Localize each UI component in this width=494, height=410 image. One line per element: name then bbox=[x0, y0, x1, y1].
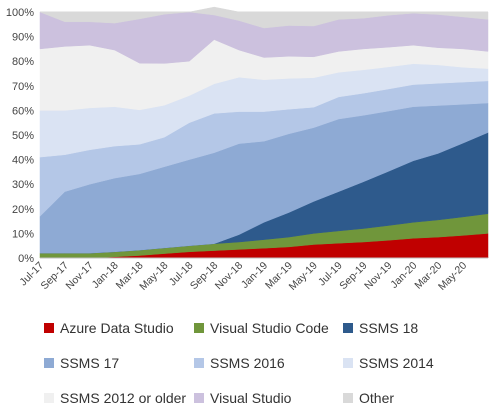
legend-label: SSMS 2012 or older bbox=[60, 390, 187, 406]
x-tick-label: May-18 bbox=[137, 260, 170, 293]
legend-item: SSMS 2012 or older bbox=[44, 390, 186, 406]
legend-label: Other bbox=[359, 390, 395, 406]
y-tick-label: 20% bbox=[12, 204, 34, 216]
legend-label: SSMS 2016 bbox=[210, 355, 285, 371]
legend-swatch bbox=[194, 393, 204, 403]
legend-label: SSMS 18 bbox=[359, 320, 419, 336]
x-tick-label: May-20 bbox=[436, 260, 469, 293]
legend-item: SSMS 17 bbox=[44, 355, 119, 371]
y-tick-label: 10% bbox=[12, 228, 34, 240]
legend-swatch bbox=[44, 393, 54, 403]
legend-label: SSMS 2014 bbox=[359, 355, 434, 371]
area-other bbox=[39, 6, 489, 29]
y-axis-tick-labels: 0% 10% 20% 30% 40% 50% 60% 70% 80% 90% 100% bbox=[6, 7, 34, 265]
legend-label: SSMS 17 bbox=[60, 355, 120, 371]
legend-swatch bbox=[44, 358, 54, 368]
legend-swatch bbox=[343, 323, 353, 333]
y-tick-label: 70% bbox=[12, 81, 34, 93]
x-tick-label: Nov-17 bbox=[63, 260, 96, 293]
legend-swatch bbox=[343, 393, 353, 403]
y-tick-label: 100% bbox=[6, 7, 34, 19]
legend-item: Other bbox=[343, 390, 394, 406]
legend-label: Visual Studio bbox=[210, 390, 292, 406]
x-axis-tick-labels: Jul-17Sep-17Nov-17Jan-18Mar-18May-18Jul-… bbox=[17, 260, 469, 293]
area-series bbox=[39, 6, 489, 259]
x-tick-label: Nov-19 bbox=[362, 260, 395, 293]
legend-item: SSMS 2014 bbox=[343, 355, 434, 371]
y-tick-label: 0% bbox=[18, 253, 34, 265]
legend-item: Visual Studio Code bbox=[194, 320, 329, 336]
legend-item: SSMS 2016 bbox=[194, 355, 285, 371]
x-tick-label: May-19 bbox=[287, 260, 320, 293]
x-tick-label: Nov-18 bbox=[213, 260, 246, 293]
legend-swatch bbox=[44, 323, 54, 333]
y-tick-label: 30% bbox=[12, 179, 34, 191]
legend-swatch bbox=[194, 358, 204, 368]
y-tick-label: 90% bbox=[12, 32, 34, 44]
legend-swatch bbox=[194, 323, 204, 333]
y-tick-label: 60% bbox=[12, 105, 34, 117]
legend-label: Azure Data Studio bbox=[60, 320, 174, 336]
y-tick-label: 80% bbox=[12, 56, 34, 68]
legend-item: SSMS 18 bbox=[343, 320, 418, 336]
y-tick-label: 50% bbox=[12, 130, 34, 142]
legend-item: Visual Studio bbox=[194, 390, 291, 406]
legend-swatch bbox=[343, 358, 353, 368]
legend-item: Azure Data Studio bbox=[44, 320, 174, 336]
legend: Azure Data Studio Visual Studio Code SSMS … bbox=[0, 312, 494, 410]
y-tick-label: 40% bbox=[12, 155, 34, 167]
legend-label: Visual Studio Code bbox=[210, 320, 329, 336]
